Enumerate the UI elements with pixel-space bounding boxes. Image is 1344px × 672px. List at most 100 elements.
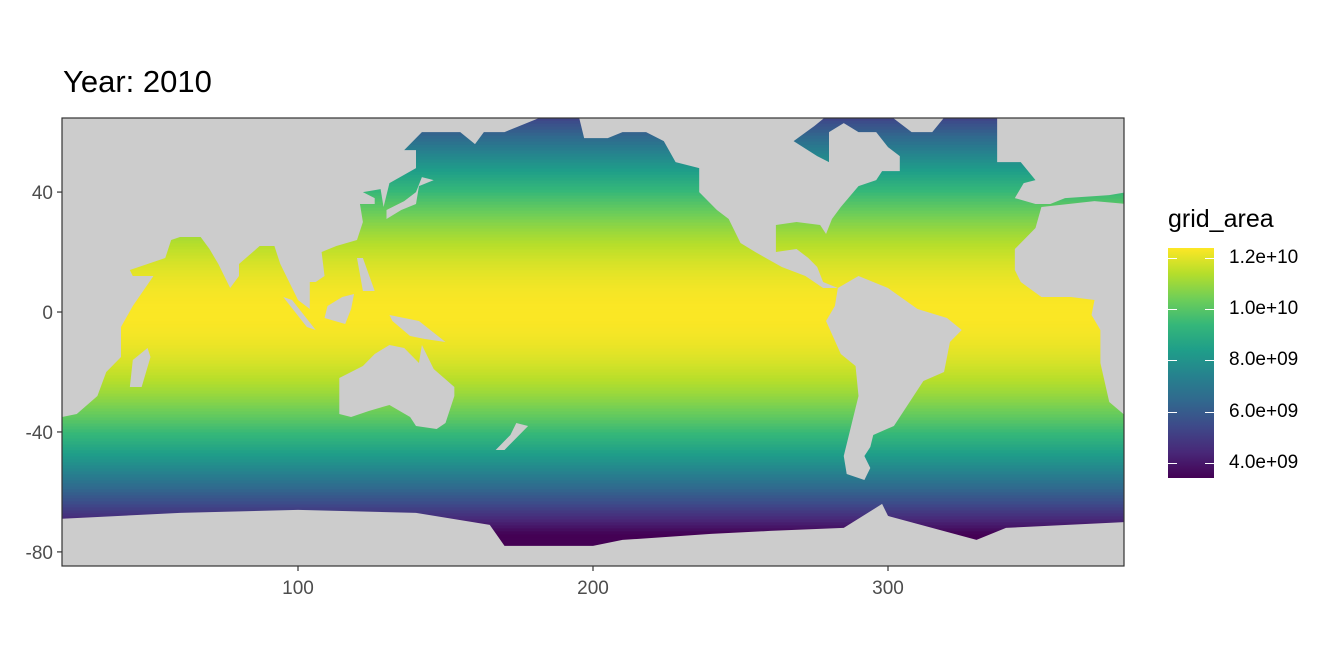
ocean-cell-row [62,225,1124,229]
ocean-cell-row [62,261,1124,265]
ocean-cell-row [62,407,1124,412]
x-axis: 100 200 300 [282,566,904,599]
legend-tick-mark [1205,411,1214,413]
ocean-cell-row [62,386,1124,391]
ocean-cell-row [62,410,1124,415]
land-antarctica [62,503,1124,566]
ocean-cell-row [62,359,1124,364]
ocean-cell-row [62,288,1124,292]
ocean-cell-row [62,315,1124,319]
ocean-cell-row [62,210,1124,214]
legend-label: 6.0e+09 [1229,400,1299,422]
ocean-cell-row [62,392,1124,397]
ocean-cell-row [62,321,1124,325]
legend-label: 4.0e+09 [1229,451,1299,473]
ocean-cell-row [62,336,1124,340]
x-tick-label: 300 [872,578,904,599]
ocean-cell-row [62,306,1124,310]
chart-title: Year: 2010 [63,64,212,99]
ocean-cell-row [62,458,1124,463]
ocean-cell-row [62,434,1124,439]
ocean-cell-row [62,234,1124,238]
ocean-cell-row [62,467,1124,472]
ocean-cell-row [62,174,1124,178]
y-tick-label: 40 [32,183,53,204]
ocean-cell-row [62,219,1124,223]
ocean-cell-row [62,380,1124,385]
legend-colorbar [1168,248,1214,478]
ocean-cell-row [62,291,1124,295]
ocean-grid-cells [62,118,1124,547]
ocean-cell-row [62,249,1124,253]
ocean-cell-row [62,527,1124,532]
ocean-cell-row [62,279,1124,283]
legend-tick-mark [1205,462,1214,464]
legend-tick-mark [1205,309,1214,311]
ocean-cell-row [62,470,1124,475]
ocean-cell-row [62,192,1124,196]
ocean-cell-row [62,255,1124,259]
ocean-cell-row [62,365,1124,370]
y-tick-label: 0 [42,303,53,324]
ocean-cell-row [62,536,1124,541]
ocean-cell-row [62,339,1124,343]
ocean-cell-row [62,207,1124,211]
ocean-cell-row [62,395,1124,400]
land-south-america [826,276,962,480]
ocean-cell-row [62,144,1124,148]
land-japan [386,177,434,220]
ocean-cell-row [62,491,1124,496]
ocean-cell-row [62,425,1124,430]
land-philippines [357,258,375,292]
ocean-cell-row [62,389,1124,394]
ocean-cell-row [62,461,1124,466]
ocean-cell-row [62,479,1124,484]
ocean-cell-row [62,542,1124,547]
ocean-cell-row [62,204,1124,208]
ocean-cell-row [62,350,1124,355]
ocean-cell-row [62,485,1124,490]
ocean-cell-row [62,503,1124,508]
ocean-cell-row [62,183,1124,187]
legend-tick-mark [1168,360,1177,362]
land-masses [62,118,1124,566]
ocean-cell-row [62,318,1124,322]
ocean-cell-row [62,356,1124,361]
ocean-cell-row [62,159,1124,163]
ocean-cell-row [62,509,1124,514]
ocean-cell-row [62,324,1124,328]
ocean-cell-row [62,216,1124,220]
ocean-cell-row [62,506,1124,511]
ocean-cell-row [62,428,1124,433]
legend-tick-mark [1168,258,1177,260]
legend-title: grid_area [1168,205,1274,233]
ocean-cell-row [62,177,1124,181]
ocean-cell-row [62,285,1124,289]
ocean-cell-row [62,515,1124,520]
ocean-cell-row [62,437,1124,442]
ocean-cell-row [62,252,1124,256]
land-greenland [893,118,944,133]
land-europe [997,118,1124,205]
legend-label: 1.0e+10 [1229,298,1299,320]
ocean-cell-row [62,533,1124,538]
ocean-cell-row [62,147,1124,151]
ocean-cell-row [62,473,1124,478]
land-sumatra [283,297,316,331]
ocean-cell-row [62,228,1124,232]
ocean-cell-row [62,264,1124,268]
ocean-cell-row [62,347,1124,352]
ocean-cell-row [62,231,1124,235]
legend-tick-mark [1205,258,1214,260]
ocean-cell-row [62,333,1124,337]
y-tick-label: -80 [26,543,53,564]
ocean-cell-row [62,198,1124,202]
land-new-guinea [389,315,446,342]
ocean-cell-row [62,413,1124,418]
ocean-cell-row [62,309,1124,313]
land-africa [1014,201,1124,415]
ocean-cell-row [62,171,1124,175]
land-madagascar [129,347,151,387]
land-eurasia-africa-west [62,118,540,417]
